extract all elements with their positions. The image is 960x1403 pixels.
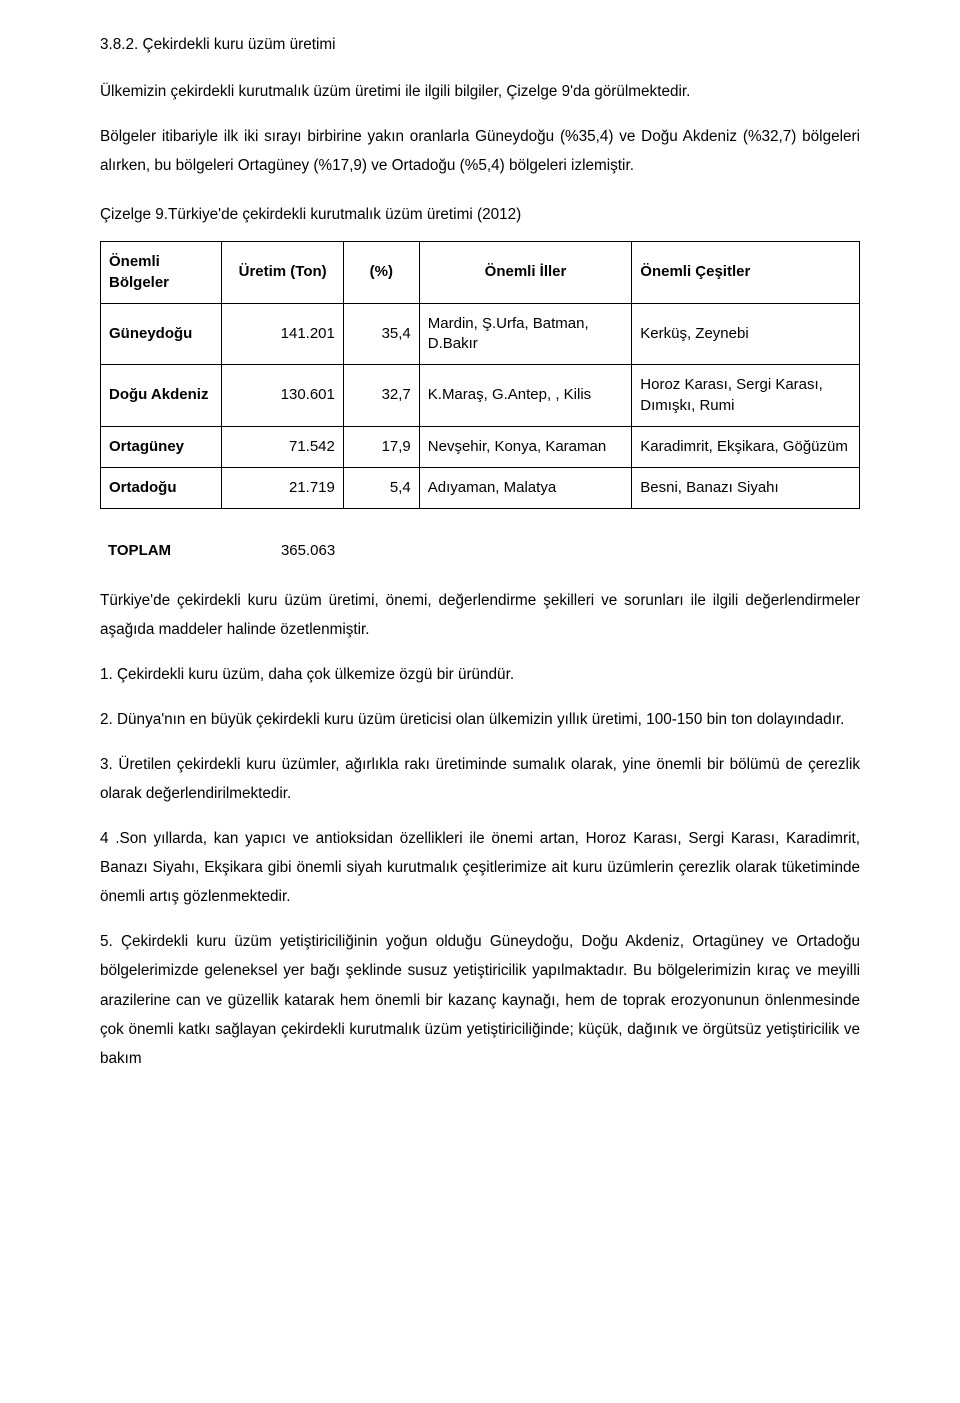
intro-paragraph: Ülkemizin çekirdekli kurutmalık üzüm üre… xyxy=(100,77,860,106)
table-row: Doğu Akdeniz 130.601 32,7 K.Maraş, G.Ant… xyxy=(101,365,860,427)
after-table-paragraph: Türkiye'de çekirdekli kuru üzüm üretimi,… xyxy=(100,586,860,644)
cell-pct: 5,4 xyxy=(343,468,419,509)
cell-region: Ortadoğu xyxy=(101,468,222,509)
cell-production: 141.201 xyxy=(222,303,343,365)
cell-iller: Nevşehir, Konya, Karaman xyxy=(419,426,632,467)
cell-cesit: Karadimrit, Ekşikara, Göğüzüm xyxy=(632,426,860,467)
cell-cesit: Besni, Banazı Siyahı xyxy=(632,468,860,509)
table-body: Güneydoğu 141.201 35,4 Mardin, Ş.Urfa, B… xyxy=(101,303,860,509)
list-item-4: 4 .Son yıllarda, kan yapıcı ve antioksid… xyxy=(100,824,860,911)
cell-iller: Adıyaman, Malatya xyxy=(419,468,632,509)
col-production: Üretim (Ton) xyxy=(222,242,343,304)
col-region: Önemli Bölgeler xyxy=(101,242,222,304)
col-cesit: Önemli Çeşitler xyxy=(632,242,860,304)
cell-iller: Mardin, Ş.Urfa, Batman, D.Bakır xyxy=(419,303,632,365)
cell-region: Doğu Akdeniz xyxy=(101,365,222,427)
cell-pct: 32,7 xyxy=(343,365,419,427)
cell-pct: 35,4 xyxy=(343,303,419,365)
list-item-5: 5. Çekirdekli kuru üzüm yetiştiriciliğin… xyxy=(100,927,860,1072)
section-heading: 3.8.2. Çekirdekli kuru üzüm üretimi xyxy=(100,30,860,59)
cell-iller: K.Maraş, G.Antep, , Kilis xyxy=(419,365,632,427)
total-label: TOPLAM xyxy=(100,527,222,576)
production-table: Önemli Bölgeler Üretim (Ton) (%) Önemli … xyxy=(100,241,860,509)
cell-production: 130.601 xyxy=(222,365,343,427)
list-item-1: 1. Çekirdekli kuru üzüm, daha çok ülkemi… xyxy=(100,660,860,689)
list-item-2: 2. Dünya'nın en büyük çekirdekli kuru üz… xyxy=(100,705,860,734)
cell-production: 21.719 xyxy=(222,468,343,509)
cell-region: Ortagüney xyxy=(101,426,222,467)
table-row: Güneydoğu 141.201 35,4 Mardin, Ş.Urfa, B… xyxy=(101,303,860,365)
list-item-3: 3. Üretilen çekirdekli kuru üzümler, ağı… xyxy=(100,750,860,808)
cell-pct: 17,9 xyxy=(343,426,419,467)
col-iller: Önemli İller xyxy=(419,242,632,304)
total-row-table: TOPLAM 365.063 xyxy=(100,527,860,576)
col-pct: (%) xyxy=(343,242,419,304)
paragraph-2: Bölgeler itibariyle ilk iki sırayı birbi… xyxy=(100,122,860,180)
cell-cesit: Horoz Karası, Sergi Karası, Dımışkı, Rum… xyxy=(632,365,860,427)
table-row: Ortagüney 71.542 17,9 Nevşehir, Konya, K… xyxy=(101,426,860,467)
total-empty xyxy=(343,527,860,576)
table-row: Ortadoğu 21.719 5,4 Adıyaman, Malatya Be… xyxy=(101,468,860,509)
table-caption: Çizelge 9.Türkiye'de çekirdekli kurutmal… xyxy=(100,200,860,229)
total-value: 365.063 xyxy=(222,527,344,576)
cell-cesit: Kerküş, Zeynebi xyxy=(632,303,860,365)
table-header: Önemli Bölgeler Üretim (Ton) (%) Önemli … xyxy=(101,242,860,304)
document-page: 3.8.2. Çekirdekli kuru üzüm üretimi Ülke… xyxy=(0,0,960,1403)
cell-region: Güneydoğu xyxy=(101,303,222,365)
cell-production: 71.542 xyxy=(222,426,343,467)
